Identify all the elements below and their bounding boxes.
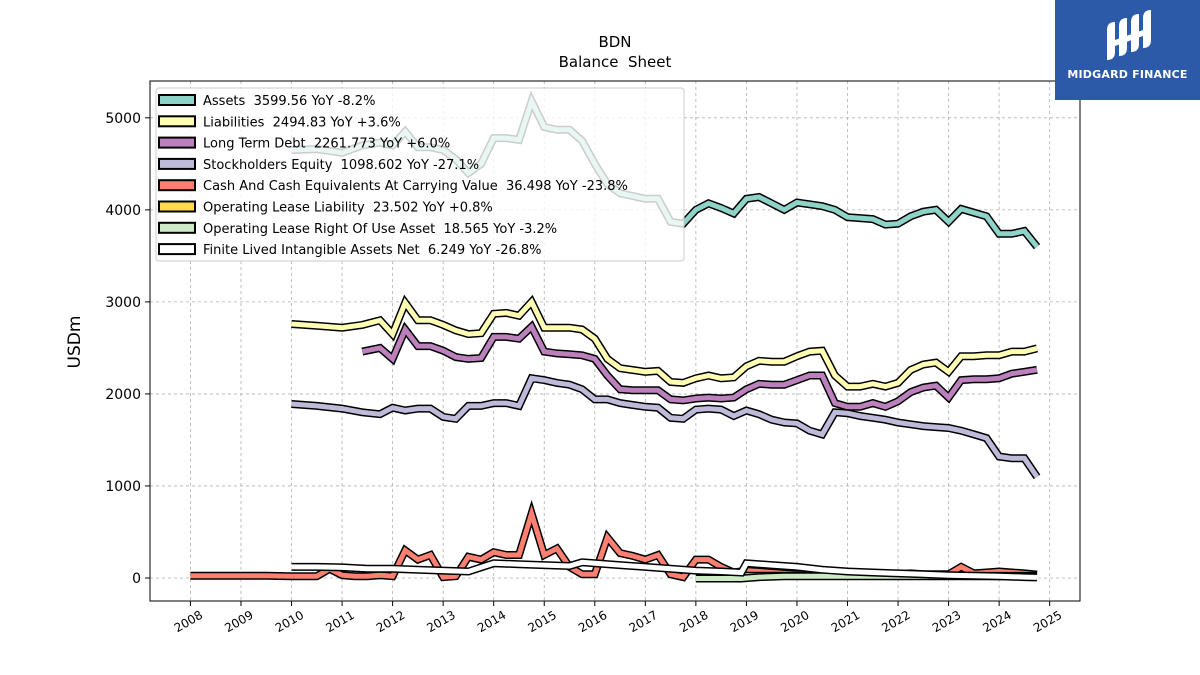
y-tick-label: 1000 — [105, 479, 141, 495]
legend-label: Assets 3599.56 YoY -8.2% — [203, 94, 375, 109]
series-line — [291, 559, 1038, 580]
series-line — [291, 297, 1038, 390]
y-tick-label: 3000 — [105, 295, 141, 311]
x-tick-label: 2020 — [778, 608, 811, 635]
x-tick-label: 2021 — [829, 608, 862, 635]
x-tick-label: 2011 — [323, 608, 356, 635]
plot-frame — [149, 80, 1081, 602]
legend-label: Stockholders Equity 1098.602 YoY -27.1% — [203, 158, 479, 173]
y-tick-label: 0 — [132, 571, 141, 587]
x-tick-label: 2022 — [879, 608, 912, 635]
legend-item: Operating Lease Liability 23.502 YoY +0.… — [158, 200, 493, 216]
midgard-finance-logo: MIDGARD FINANCE — [1055, 0, 1200, 100]
legend-swatch — [158, 157, 196, 170]
legend-label: Operating Lease Right Of Use Asset 18.56… — [203, 222, 557, 237]
x-tick-label: 2019 — [728, 608, 761, 635]
series-line — [291, 375, 1040, 479]
legend-swatch — [158, 179, 196, 192]
legend-box — [155, 87, 685, 262]
legend-swatch — [158, 221, 196, 234]
legend-item: Assets 3599.56 YoY -8.2% — [158, 94, 375, 109]
legend-item: Cash And Cash Equivalents At Carrying Va… — [158, 179, 628, 194]
x-tick-label: 2023 — [930, 608, 963, 635]
series-stockholders-equity — [291, 373, 1041, 480]
series-finite-lived-intangible-assets-net — [291, 558, 1038, 582]
x-tick-label: 2014 — [475, 608, 508, 635]
legend-item: Stockholders Equity 1098.602 YoY -27.1% — [158, 157, 479, 173]
legend-label: Long Term Debt 2261.773 YoY +6.0% — [203, 137, 450, 152]
x-tick-label: 2024 — [980, 608, 1013, 635]
legend-label: Operating Lease Liability 23.502 YoY +0.… — [203, 201, 493, 216]
series-liabilities — [291, 294, 1038, 391]
legend-swatch — [158, 136, 196, 149]
y-tick-label: 4000 — [105, 203, 141, 219]
x-tick-label: 2016 — [576, 608, 609, 635]
legend-label: Cash And Cash Equivalents At Carrying Va… — [203, 179, 628, 194]
y-axis-label: USDm — [65, 316, 85, 369]
x-tick-label: 2018 — [677, 608, 710, 635]
x-tick-label: 2025 — [1031, 608, 1064, 635]
legend-swatch — [158, 94, 196, 106]
y-tick-label: 2000 — [105, 387, 141, 403]
legend-swatch — [158, 115, 196, 128]
legend-item: Finite Lived Intangible Assets Net 6.249… — [158, 243, 542, 258]
x-tick-label: 2015 — [526, 608, 559, 635]
legend-item: Long Term Debt 2261.773 YoY +6.0% — [158, 136, 450, 152]
chart-subtitle: Balance Sheet — [559, 53, 672, 71]
series-lines — [190, 90, 1041, 583]
y-tick-label: 5000 — [105, 111, 141, 127]
legend-item: Operating Lease Right Of Use Asset 18.56… — [158, 221, 557, 237]
legend: Assets 3599.56 YoY -8.2% Liabilities 2494… — [155, 87, 685, 262]
legend-swatch — [158, 243, 196, 256]
legend-item: Liabilities 2494.83 YoY +3.6% — [158, 115, 401, 130]
x-tick-label: 2008 — [172, 608, 205, 635]
logo-text: MIDGARD FINANCE — [1067, 68, 1188, 81]
x-tick-label: 2013 — [424, 608, 457, 635]
legend-label: Liabilities 2494.83 YoY +3.6% — [203, 115, 401, 130]
x-tick-label: 2017 — [627, 608, 660, 635]
x-tick-label: 2012 — [374, 608, 407, 635]
series-long-term-debt — [361, 320, 1038, 412]
chart-title: BDN — [598, 33, 631, 51]
x-tick-label: 2010 — [273, 608, 306, 635]
logo-mark-icon — [1107, 10, 1151, 60]
series-line — [361, 322, 1038, 410]
x-tick-label: 2009 — [222, 608, 255, 635]
legend-label: Finite Lived Intangible Assets Net 6.249… — [203, 243, 542, 258]
legend-swatch — [158, 200, 196, 213]
